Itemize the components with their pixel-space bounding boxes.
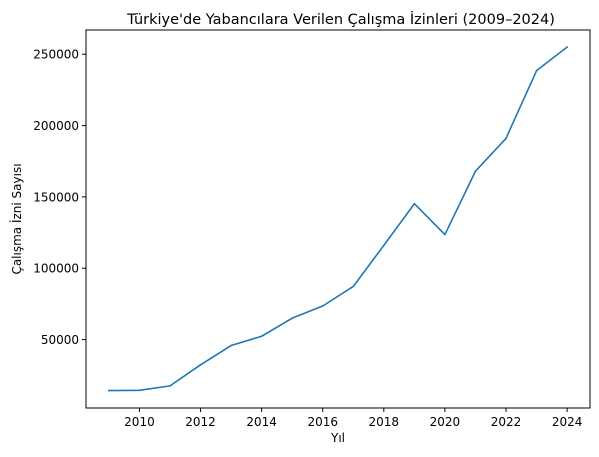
data-point	[444, 233, 446, 236]
x-tick-label: 2018	[369, 415, 400, 429]
x-tick-label: 2012	[185, 415, 216, 429]
x-tick-label: 2016	[307, 415, 338, 429]
y-axis-label: Çalışma İzni Sayısı	[9, 163, 24, 274]
x-tick-label: 2014	[246, 415, 277, 429]
data-point	[169, 385, 171, 387]
data-point	[321, 305, 324, 307]
series-line	[108, 45, 569, 392]
data-point	[230, 344, 232, 347]
y-tick-label: 50000	[41, 333, 79, 347]
data-point	[505, 137, 507, 140]
data-point	[413, 202, 416, 205]
data-point	[108, 389, 110, 392]
data-point	[535, 69, 538, 72]
plot-frame	[85, 29, 591, 409]
data-point	[291, 317, 293, 319]
data-point	[260, 335, 263, 338]
x-axis-label: Yıl	[330, 431, 345, 445]
data-point	[383, 244, 385, 247]
y-tick-label: 200000	[33, 119, 79, 133]
y-tick-label: 250000	[33, 48, 79, 62]
chart-title: Türkiye'de Yabancılara Verilen Çalışma İ…	[126, 10, 555, 28]
x-tick-label: 2024	[552, 415, 583, 429]
y-tick-label: 100000	[33, 262, 79, 276]
x-tick-label: 2020	[430, 415, 461, 429]
x-tick-label: 2022	[491, 415, 522, 429]
plot-area: 2010 2012 2014 2016 2018 2020 2022 2024 50000 10…	[33, 29, 591, 429]
x-tick-label: 2010	[124, 415, 155, 429]
data-point	[474, 170, 477, 173]
data-point	[199, 363, 202, 366]
x-axis-ticks: 2010 2012 2014 2016 2018 2020 2022 2024	[124, 408, 582, 429]
data-point	[566, 46, 568, 48]
data-point	[138, 389, 141, 392]
series-layer	[108, 45, 569, 392]
y-tick-label: 150000	[33, 190, 79, 204]
y-axis-ticks: 50000 100000 150000 200000 250000	[33, 48, 86, 347]
data-point	[352, 285, 355, 288]
